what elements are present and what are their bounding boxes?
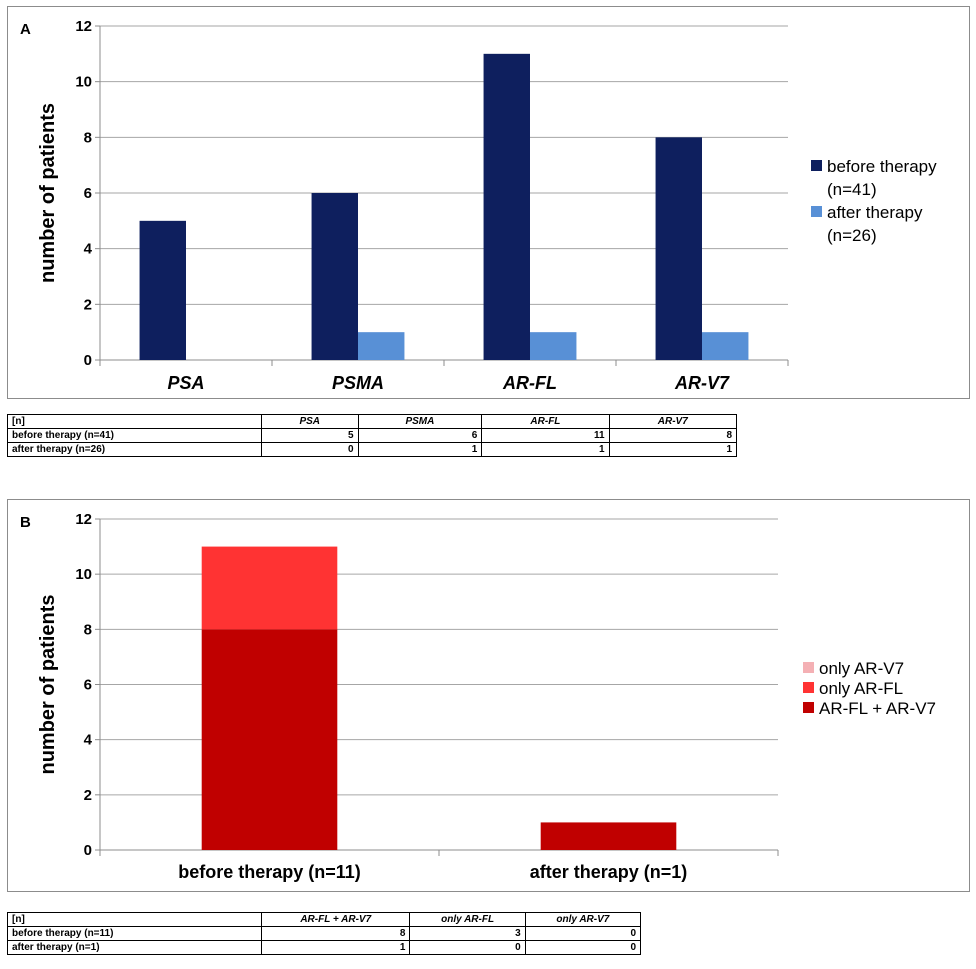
legend-label: before therapy	[827, 157, 937, 176]
table-cell: 8	[260, 926, 411, 941]
bar	[655, 137, 702, 360]
bar-segment	[201, 546, 338, 630]
y-tick-label: 6	[84, 677, 92, 694]
table-header-row: [n] PSA PSMA AR-FL AR-V7	[7, 414, 738, 429]
y-tick-label: 2	[84, 296, 92, 313]
table-cell: 5	[261, 428, 359, 443]
table-row-label: before therapy (n=41)	[7, 428, 262, 443]
table-row-label: before therapy (n=11)	[7, 926, 262, 941]
table-cell: 1	[481, 442, 610, 457]
y-tick-label: 6	[84, 185, 92, 202]
legend-label: AR-FL + AR-V7	[819, 699, 936, 718]
table-row: before therapy (n=11) 8 3 0	[7, 926, 642, 941]
table-corner: [n]	[7, 414, 262, 429]
y-tick-label: 10	[75, 74, 92, 91]
y-tick-label: 12	[75, 18, 92, 35]
legend-swatch	[811, 160, 822, 171]
table-header-cell: only AR-FL	[409, 912, 526, 927]
y-tick-label: 2	[84, 787, 92, 804]
table-cell: 0	[524, 940, 642, 955]
x-category-label: AR-V7	[674, 373, 730, 393]
y-tick-label: 0	[84, 352, 92, 369]
table-cell: 1	[260, 940, 411, 955]
y-tick-label: 12	[75, 511, 92, 528]
table-cell: 0	[261, 442, 359, 457]
legend-swatch	[803, 682, 814, 693]
data-table-a: [n] PSA PSMA AR-FL AR-V7 before therapy …	[7, 414, 738, 457]
bar	[530, 332, 577, 360]
panel-label: B	[20, 514, 31, 531]
x-category-label: before therapy (n=11)	[178, 862, 361, 882]
table-row: after therapy (n=1) 1 0 0	[7, 940, 642, 955]
panel-label: A	[20, 21, 31, 38]
table-cell: 0	[524, 926, 642, 941]
x-category-label: AR-FL	[502, 373, 557, 393]
table-row-label: after therapy (n=1)	[7, 940, 262, 955]
data-table-b: [n] AR-FL + AR-V7 only AR-FL only AR-V7 …	[7, 912, 642, 955]
table-header-cell: only AR-V7	[524, 912, 642, 927]
bar	[702, 332, 749, 360]
legend-label: only AR-FL	[819, 679, 903, 698]
table-cell: 1	[608, 442, 738, 457]
y-tick-label: 8	[84, 621, 92, 638]
legend-label: only AR-V7	[819, 659, 904, 678]
bar	[358, 332, 405, 360]
table-header-cell: AR-V7	[608, 414, 738, 429]
table-header-row: [n] AR-FL + AR-V7 only AR-FL only AR-V7	[7, 912, 642, 927]
bar	[483, 53, 530, 360]
table-cell: 3	[409, 926, 526, 941]
table-corner: [n]	[7, 912, 262, 927]
table-header-cell: PSMA	[357, 414, 483, 429]
y-tick-label: 10	[75, 566, 92, 583]
table-header-cell: PSA	[261, 414, 359, 429]
chart-panel-a: A 0 2 4 6 8 10 12 number of patients PSA PSMA AR-FL…	[7, 6, 970, 399]
table-cell: 11	[481, 428, 610, 443]
table-row: before therapy (n=41) 5 6 11 8	[7, 428, 738, 443]
x-category-label: PSMA	[332, 373, 384, 393]
table-cell: 6	[357, 428, 483, 443]
bar-segment	[201, 629, 338, 850]
table-row: after therapy (n=26) 0 1 1 1	[7, 442, 738, 457]
table-cell: 8	[608, 428, 738, 443]
bar	[139, 220, 186, 360]
y-tick-label: 4	[84, 241, 93, 258]
chart-b-svg: B 0 2 4 6 8 10 12 number of patients before thera…	[20, 511, 936, 882]
bar	[311, 193, 358, 360]
y-axis-title: number of patients	[37, 594, 59, 774]
x-category-label: PSA	[167, 373, 204, 393]
y-tick-label: 8	[84, 129, 92, 146]
legend-swatch	[811, 206, 822, 217]
table-header-cell: AR-FL	[481, 414, 610, 429]
y-tick-label: 4	[84, 732, 93, 749]
table-cell: 0	[409, 940, 526, 955]
bar-segment	[540, 822, 677, 850]
chart-a-svg: A 0 2 4 6 8 10 12 number of patients PSA PSMA AR-FL…	[20, 18, 937, 393]
table-row-label: after therapy (n=26)	[7, 442, 262, 457]
legend-label: (n=41)	[827, 180, 877, 199]
chart-panel-b: B 0 2 4 6 8 10 12 number of patients before thera…	[7, 499, 970, 892]
legend-label: after therapy	[827, 203, 923, 222]
table-header-cell: AR-FL + AR-V7	[260, 912, 411, 927]
legend-label: (n=26)	[827, 226, 877, 245]
table-cell: 1	[357, 442, 483, 457]
legend-swatch	[803, 702, 814, 713]
y-axis-title: number of patients	[37, 103, 59, 283]
y-tick-label: 0	[84, 842, 92, 859]
x-category-label: after therapy (n=1)	[530, 862, 688, 882]
legend-swatch	[803, 662, 814, 673]
